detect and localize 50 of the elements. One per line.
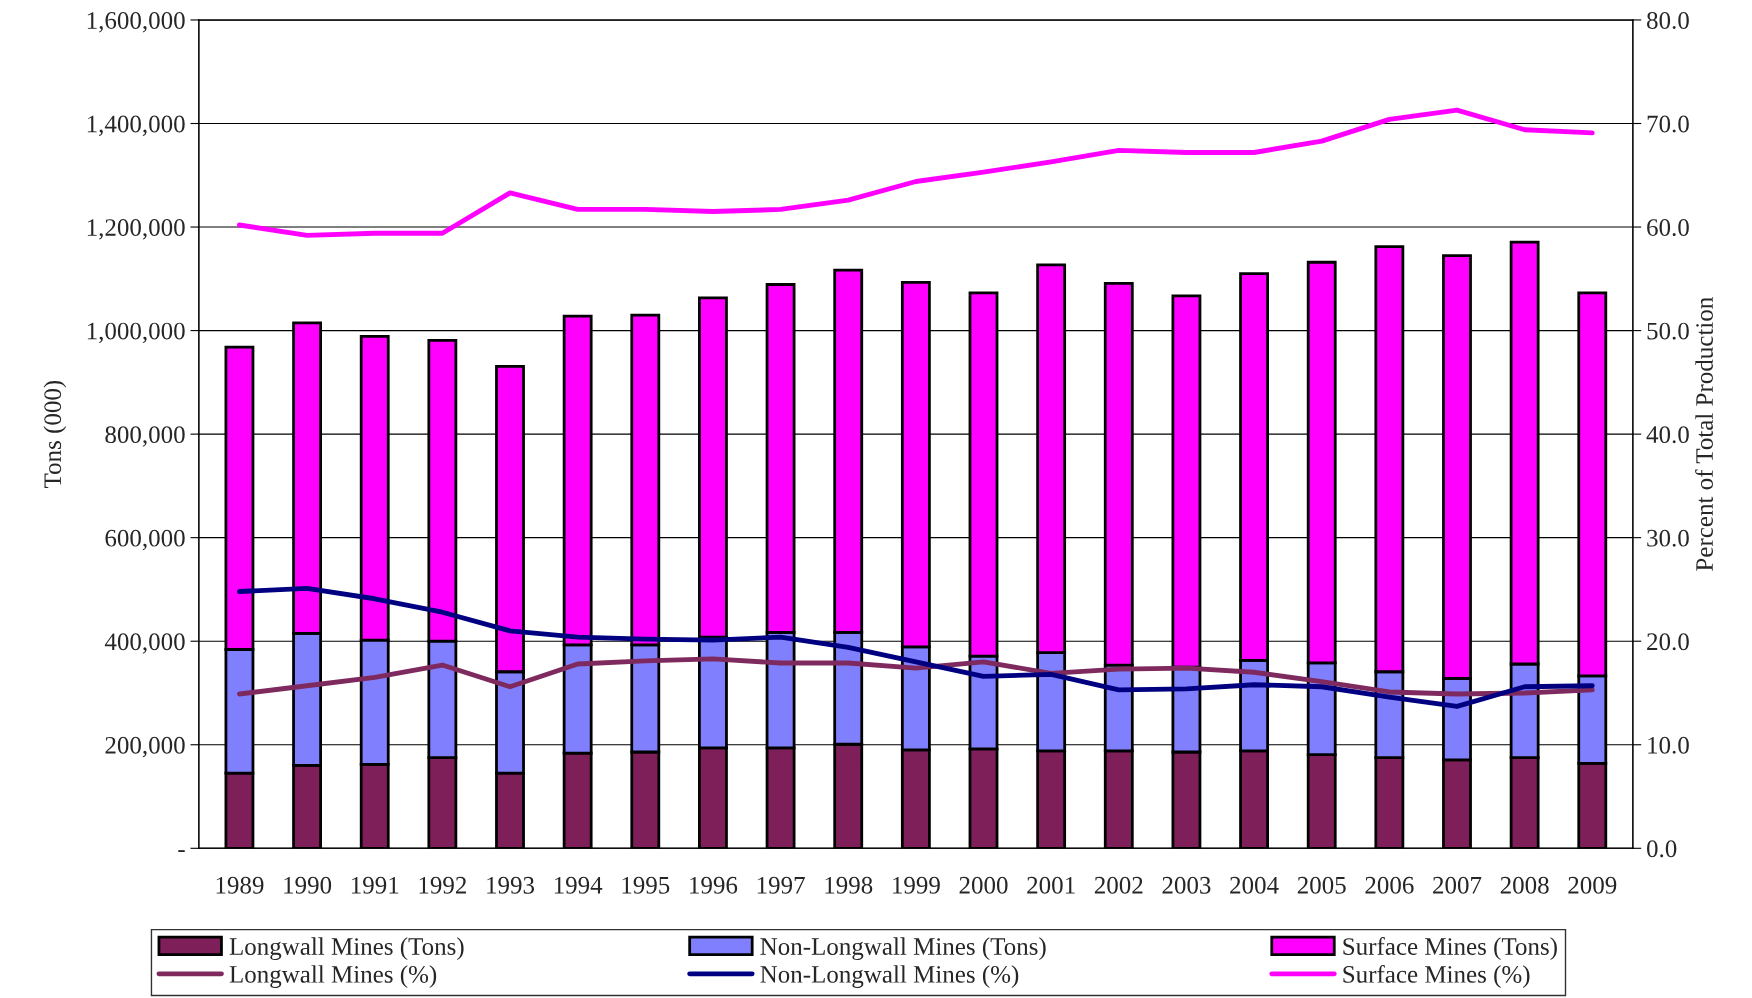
y-tick-label: 400,000 — [104, 633, 185, 654]
x-tick-label: 1992 — [419, 876, 466, 894]
x-tick-label: 2009 — [1568, 876, 1617, 894]
x-tick-label: 2006 — [1365, 876, 1414, 894]
x-tick-label: 1993 — [487, 876, 535, 894]
legend-label: Non-Longwall Mines (Tons) — [760, 937, 1046, 961]
x-tick-label: 1999 — [893, 876, 940, 894]
y-tick-label: 1,600,000 — [87, 12, 185, 33]
y2-tick-label: 50.0 — [1647, 322, 1689, 340]
legend-label: Longwall Mines (%) — [229, 965, 437, 988]
y-tick-label: - — [178, 850, 185, 853]
line-series — [237, 585, 1595, 709]
y2-tick-label: 80.0 — [1647, 12, 1689, 29]
x-tick-label: 2003 — [1162, 876, 1211, 894]
y2-tick-label: 40.0 — [1646, 426, 1689, 444]
y2-tick-label: 70.0 — [1647, 115, 1689, 133]
y-tick-label: 1,400,000 — [87, 115, 185, 137]
x-tick-label: 2001 — [1027, 876, 1075, 894]
y2-tick-label: 20.0 — [1647, 633, 1689, 651]
x-tick-label: 1990 — [284, 876, 332, 894]
x-tick-label: 1995 — [622, 876, 670, 894]
legend-label: Surface Mines (%) — [1343, 965, 1530, 988]
x-tick-label: 1994 — [554, 876, 603, 894]
y-tick-label: 600,000 — [105, 529, 185, 551]
legend-label: Surface Mines (Tons) — [1343, 937, 1557, 961]
y-tick-label: 200,000 — [105, 736, 185, 758]
x-tick-label: 2005 — [1297, 876, 1346, 894]
x-tick-label: 2007 — [1433, 876, 1482, 894]
y2-tick-label: 30.0 — [1647, 529, 1689, 547]
x-tick-label: 1991 — [351, 876, 399, 894]
x-tick-label: 1989 — [216, 876, 264, 894]
x-tick-label: 1997 — [757, 876, 805, 894]
x-tick-label: 1996 — [690, 876, 738, 894]
legend-label: Longwall Mines (Tons) — [229, 937, 464, 961]
x-tick-label: 2008 — [1500, 876, 1549, 894]
x-tick-label: 2002 — [1094, 876, 1143, 894]
y-tick-label: 1,000,000 — [87, 322, 185, 344]
line-series — [237, 656, 1595, 697]
x-tick-label: 2004 — [1230, 876, 1279, 894]
y2-tick-label: 60.0 — [1647, 219, 1689, 237]
y-axis-title: Tons (000) — [43, 380, 67, 488]
y2-tick-label: 0.0 — [1647, 840, 1677, 858]
legend-label: Non-Longwall Mines (%) — [760, 965, 1019, 988]
y2-axis-title: Percent of Total Production — [1695, 297, 1713, 571]
x-tick-label: 1998 — [825, 876, 873, 894]
x-tick-label: 2000 — [959, 876, 1008, 894]
y2-tick-label: 10.0 — [1648, 736, 1689, 754]
y-tick-label: 800,000 — [105, 426, 185, 447]
line-series — [237, 107, 1595, 238]
y-tick-label: 1,200,000 — [87, 219, 185, 240]
